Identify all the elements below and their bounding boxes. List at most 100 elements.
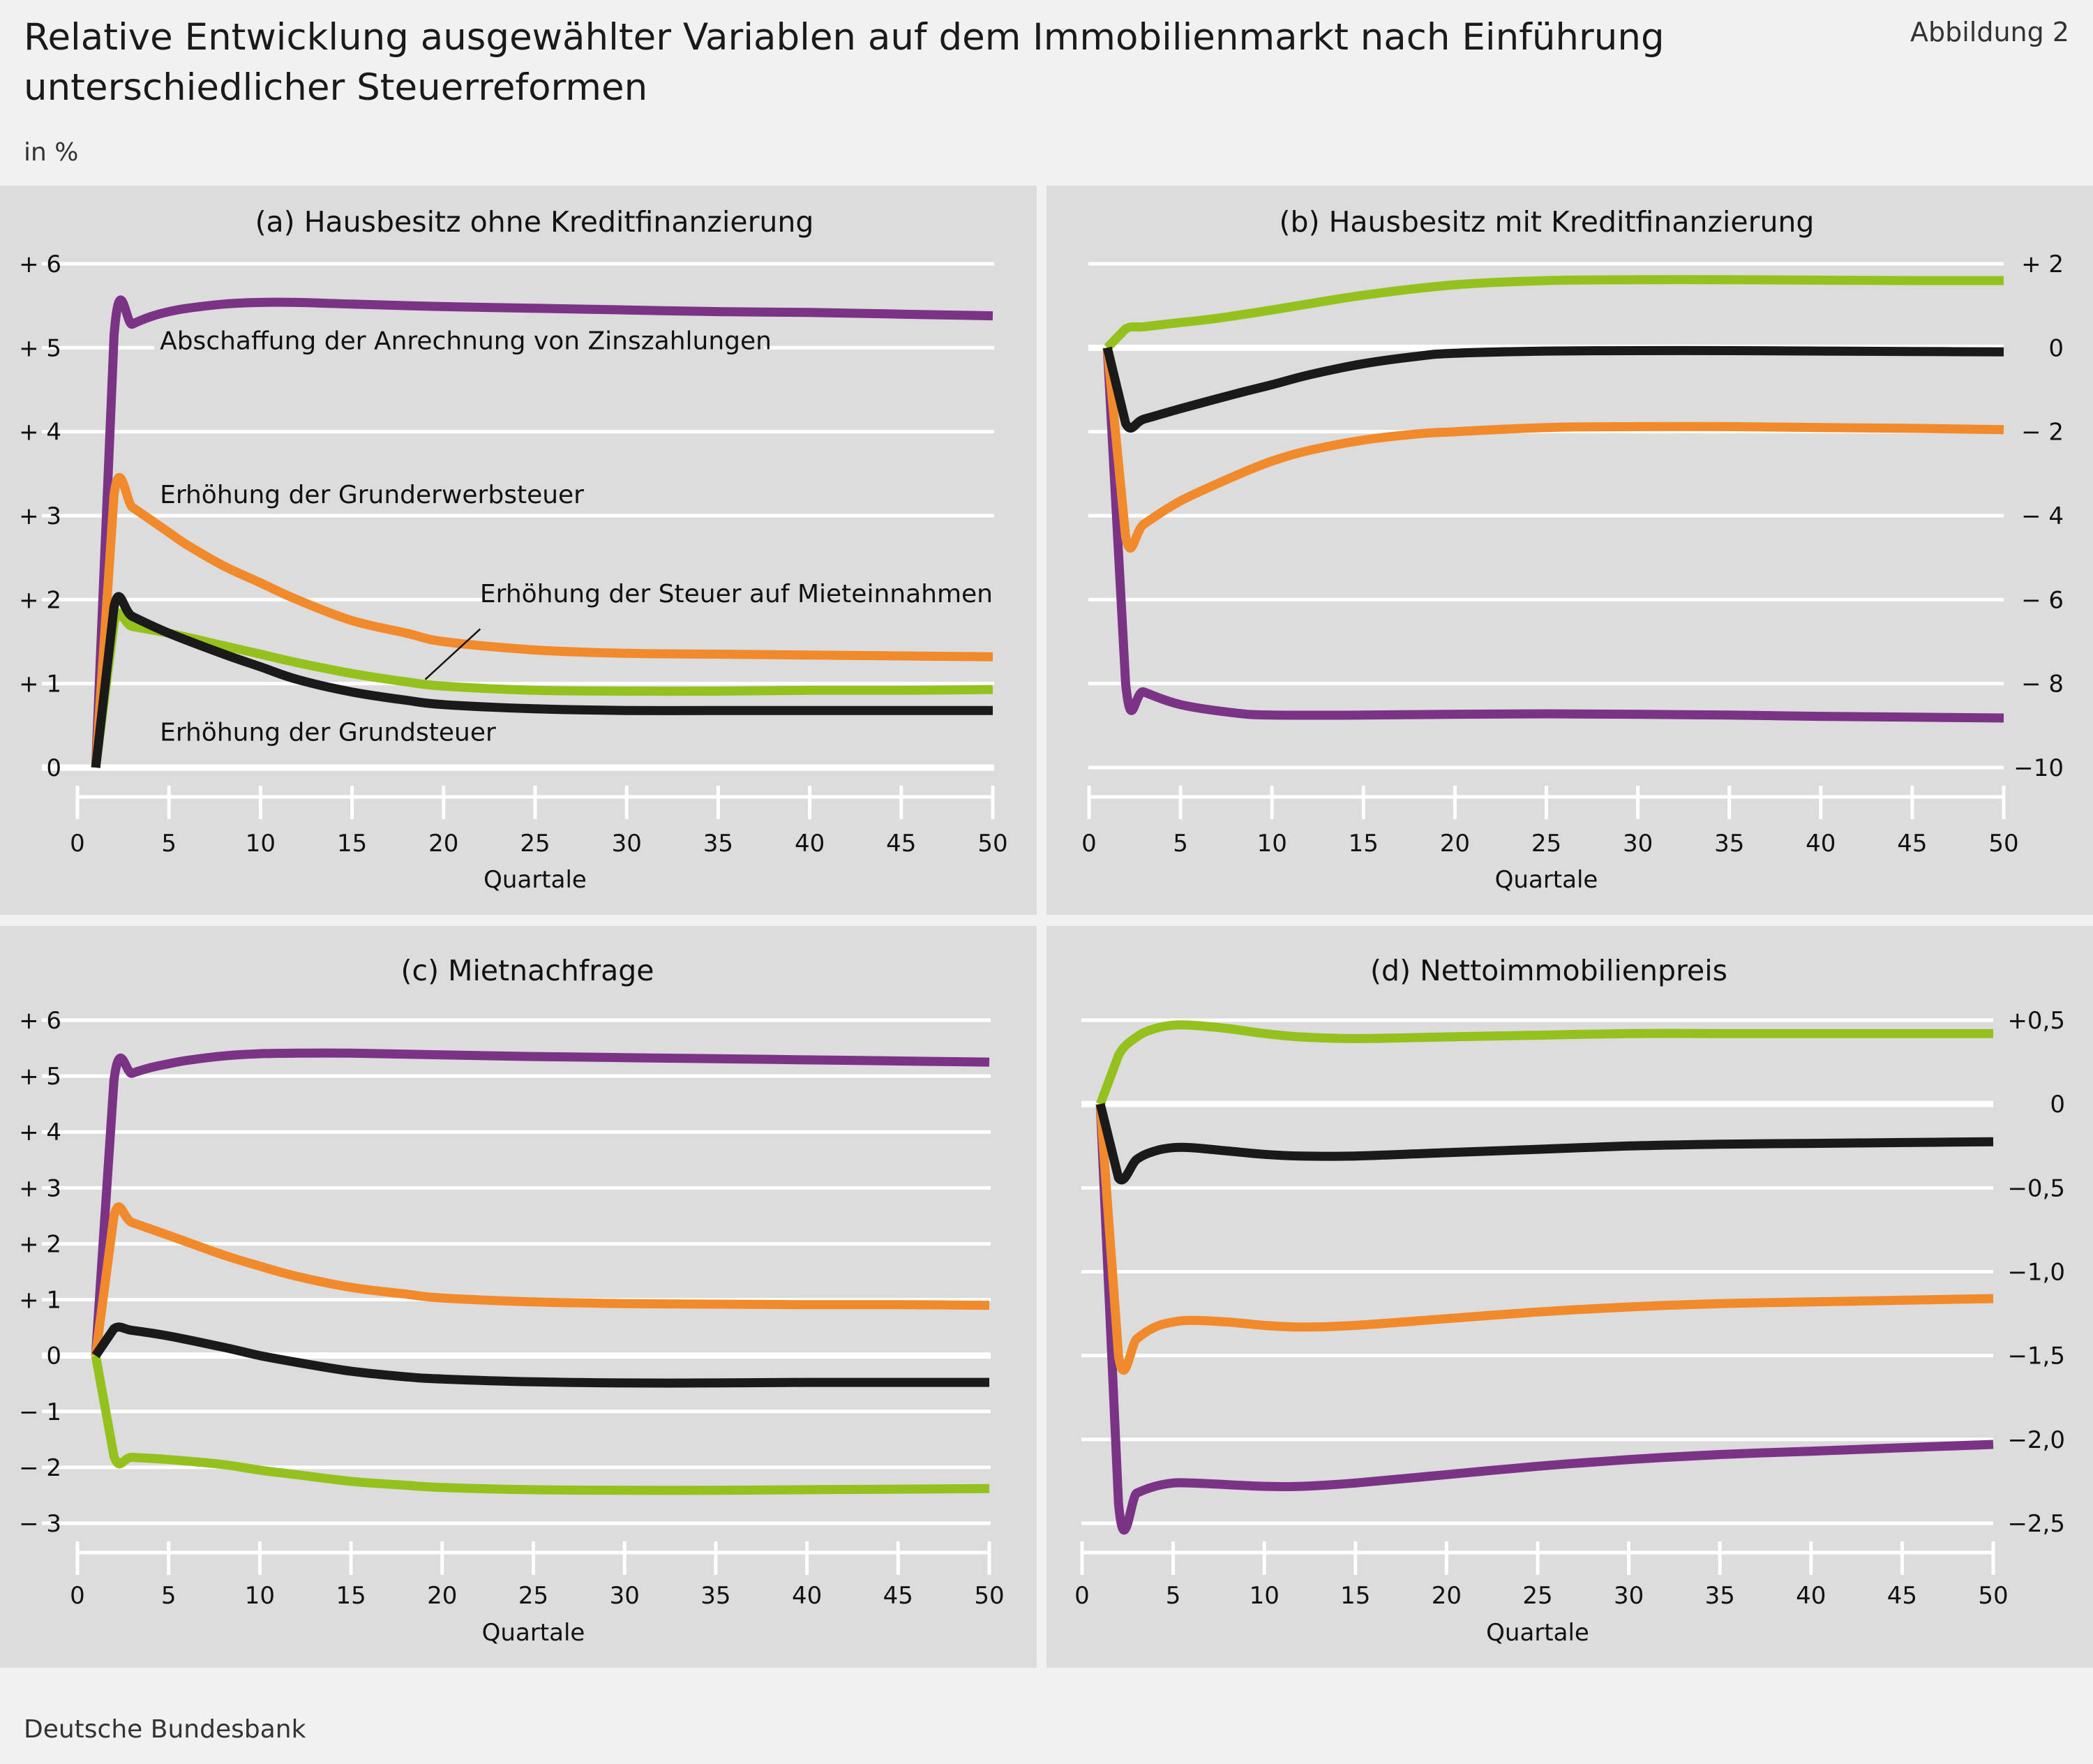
y-tick-label: −10 <box>2013 754 2064 782</box>
x-axis-label: Quartale <box>1495 866 1598 894</box>
y-tick-label: + 4 <box>19 1119 61 1146</box>
y-tick-label: + 2 <box>19 1230 61 1258</box>
x-tick-label: 45 <box>886 830 916 858</box>
panel-background <box>0 926 1037 1668</box>
x-tick-label: 30 <box>1623 830 1653 858</box>
unit-label: in % <box>24 138 79 167</box>
series-line-erh-hung-der-grunderwerbsteuer <box>1095 1103 1994 1375</box>
y-tick-label: − 4 <box>2021 502 2064 530</box>
x-tick-label: 30 <box>1614 1582 1644 1610</box>
x-tick-label: 15 <box>337 830 367 858</box>
series-annotation: Erhöhung der Steuer auf Mieteinnahmen <box>480 580 993 608</box>
y-tick-label: + 1 <box>19 671 61 698</box>
x-tick-label: 10 <box>245 1582 275 1610</box>
y-tick-label: − 6 <box>2021 586 2064 614</box>
series-line-abschaffung-der-anrechnung-von-zinszahlungen <box>91 295 993 768</box>
chart-title: Relative Entwicklung ausgewählter Variab… <box>24 16 1665 109</box>
y-tick-label: −1,5 <box>2007 1343 2065 1370</box>
x-tick-label: 45 <box>1887 1582 1917 1610</box>
x-tick-label: 35 <box>700 1582 730 1610</box>
y-tick-label: + 1 <box>19 1287 61 1315</box>
panel-d: (d) Nettoimmobilienpreis −2,5 −2,0 −1,5 −1,0… <box>1046 926 2093 1668</box>
x-tick-label: 0 <box>1074 1582 1090 1610</box>
x-tick-label: 5 <box>1166 1582 1181 1610</box>
x-tick-label: 45 <box>883 1582 913 1610</box>
x-tick-label: 10 <box>1257 830 1287 858</box>
y-tick-label: + 6 <box>19 251 61 278</box>
x-tick-label: 35 <box>703 830 733 858</box>
y-tick-label: − 3 <box>19 1510 61 1538</box>
panel-title: (d) Nettoimmobilienpreis <box>1370 954 1727 987</box>
x-tick-label: 45 <box>1897 830 1927 858</box>
annotation-background <box>154 479 574 511</box>
series-line-erh-hung-der-grunderwerbsteuer <box>91 1202 990 1356</box>
figure-label: Abbildung 2 <box>1910 17 2069 47</box>
series-annotation: Erhöhung der Grunderwerbsteuer <box>160 481 584 509</box>
y-tick-label: − 1 <box>19 1398 61 1426</box>
chart-panels: (a) Hausbesitz ohne Kreditfinanzierung 0 +… <box>0 186 2093 1668</box>
panel-title: (a) Hausbesitz ohne Kreditfinanzierung <box>255 205 814 239</box>
x-tick-label: 50 <box>977 830 1007 858</box>
x-tick-label: 15 <box>336 1582 366 1610</box>
panel-c: (c) Mietnachfrage − 3 − 2 − 1 0 + 1 + 2 + 3 + 4 +… <box>0 926 1037 1668</box>
x-tick-label: 25 <box>1531 830 1561 858</box>
x-tick-label: 25 <box>1522 1582 1552 1610</box>
y-tick-label: − 8 <box>2021 671 2064 698</box>
annotation-background <box>154 717 493 749</box>
annotation-background <box>154 325 765 358</box>
x-tick-label: 40 <box>792 1582 822 1610</box>
x-tick-label: 50 <box>1988 830 2018 858</box>
series-line-abschaffung-der-anrechnung-von-zinszahlungen <box>91 1048 990 1356</box>
series-line-erh-hung-der-steuer-auf-mieteinnahmen <box>1104 275 2004 351</box>
y-tick-label: + 4 <box>19 419 61 447</box>
series-line-erh-hung-der-grundsteuer <box>1102 345 2004 433</box>
y-tick-label: 0 <box>46 1343 61 1370</box>
series-annotation: Erhöhung der Grundsteuer <box>160 718 496 747</box>
x-axis-label: Quartale <box>483 866 587 894</box>
x-tick-label: 40 <box>1796 1582 1826 1610</box>
series-line-erh-hung-der-grundsteuer <box>91 1322 989 1388</box>
x-tick-label: 20 <box>1432 1582 1462 1610</box>
y-tick-label: + 2 <box>2021 251 2064 278</box>
y-tick-label: + 2 <box>19 586 61 614</box>
x-tick-label: 35 <box>1714 830 1744 858</box>
y-tick-label: 0 <box>2048 334 2064 362</box>
x-tick-label: 0 <box>1081 830 1097 858</box>
x-tick-label: 50 <box>1978 1582 2008 1610</box>
x-tick-label: 35 <box>1705 1582 1735 1610</box>
x-tick-label: 5 <box>161 1582 177 1610</box>
y-tick-label: −2,0 <box>2007 1426 2065 1454</box>
x-tick-label: 10 <box>1250 1582 1280 1610</box>
x-tick-label: 5 <box>1173 830 1188 858</box>
source-note: Deutsche Bundesbank <box>24 1715 306 1744</box>
y-tick-label: + 6 <box>19 1007 61 1035</box>
x-tick-label: 0 <box>70 1582 85 1610</box>
x-tick-label: 20 <box>1440 830 1470 858</box>
series-line-erh-hung-der-steuer-auf-mieteinnahmen <box>1096 1020 1993 1106</box>
x-tick-label: 5 <box>161 830 177 858</box>
x-tick-label: 0 <box>70 830 85 858</box>
series-line-abschaffung-der-anrechnung-von-zinszahlungen <box>1102 347 2004 723</box>
series-line-erh-hung-der-steuer-auf-mieteinnahmen <box>91 608 993 768</box>
x-tick-label: 40 <box>795 830 825 858</box>
y-tick-label: −2,5 <box>2007 1510 2065 1538</box>
series-line-erh-hung-der-grunderwerbsteuer <box>91 472 993 768</box>
panel-background <box>1046 186 2093 915</box>
annotation-background <box>483 578 998 611</box>
y-tick-label: + 3 <box>19 502 61 530</box>
x-tick-label: 20 <box>427 1582 457 1610</box>
panel-title: (b) Hausbesitz mit Kreditfinanzierung <box>1280 205 1815 239</box>
series-line-erh-hung-der-grundsteuer <box>91 592 993 768</box>
y-tick-label: 0 <box>46 754 61 782</box>
y-tick-label: + 3 <box>19 1174 61 1202</box>
panel-title: (c) Mietnachfrage <box>401 954 654 987</box>
series-line-erh-hung-der-steuer-auf-mieteinnahmen <box>91 1354 990 1495</box>
y-tick-label: 0 <box>2050 1091 2065 1119</box>
x-tick-label: 50 <box>974 1582 1004 1610</box>
y-tick-label: + 5 <box>19 334 61 362</box>
x-axis-label: Quartale <box>482 1619 585 1647</box>
y-tick-label: − 2 <box>2021 419 2064 447</box>
x-tick-label: 15 <box>1340 1582 1370 1610</box>
x-tick-label: 30 <box>610 1582 640 1610</box>
x-tick-label: 40 <box>1806 830 1836 858</box>
